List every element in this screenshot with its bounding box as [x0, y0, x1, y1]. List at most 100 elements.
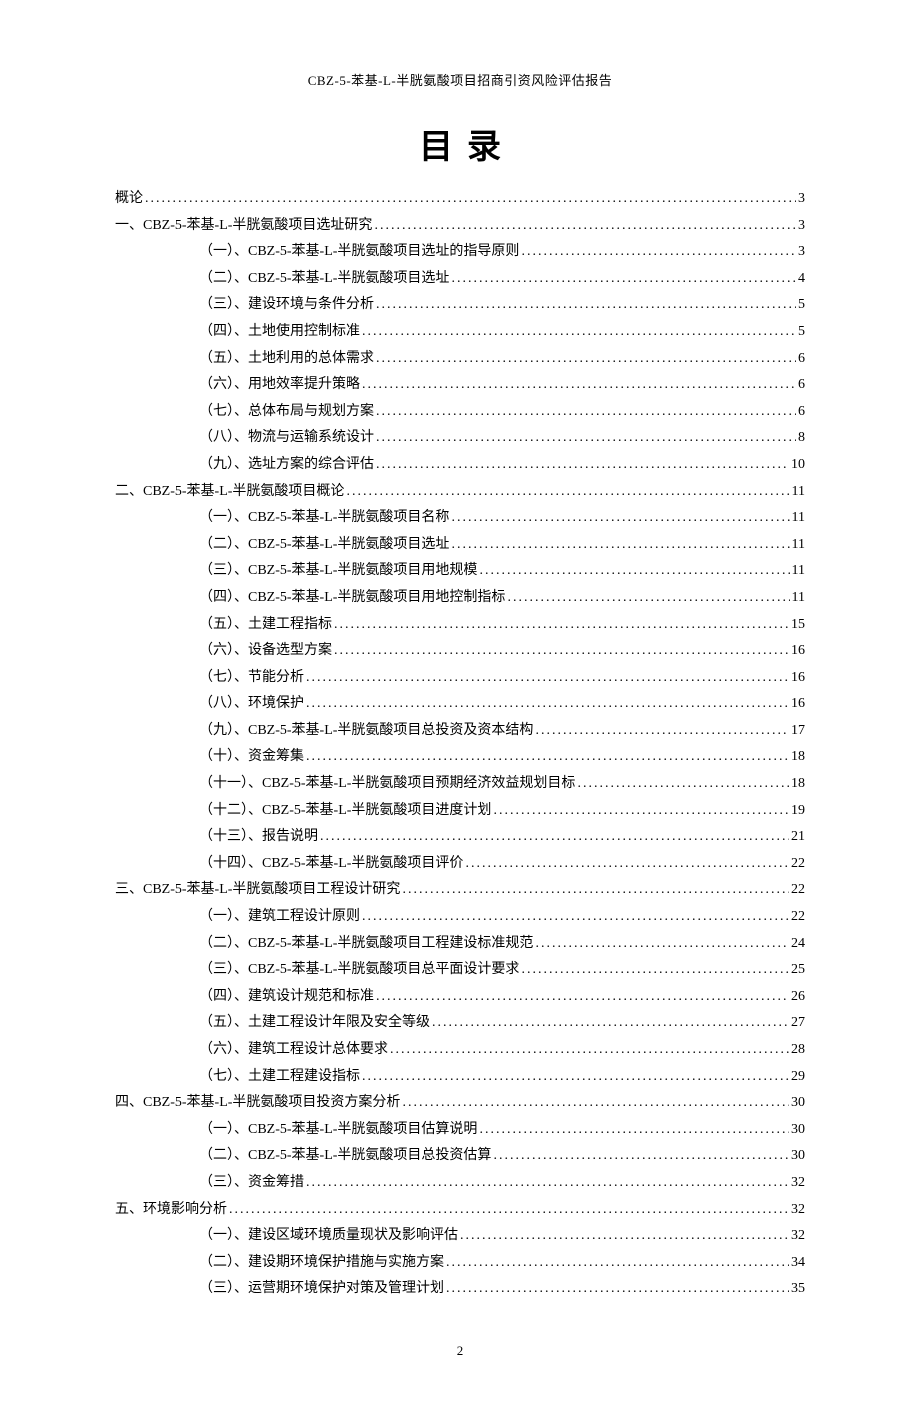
toc-title: 目录: [115, 119, 805, 168]
toc-row: （九）、选址方案的综合评估10: [115, 452, 805, 479]
toc-row: （十二）、CBZ-5-苯基-L-半胱氨酸项目进度计划19: [115, 798, 805, 825]
toc-leader-dots: [432, 1010, 789, 1037]
toc-entry-page: 26: [791, 984, 805, 1011]
toc-entry-page: 22: [791, 877, 805, 904]
toc-leader-dots: [479, 1117, 789, 1144]
toc-entry-label: 二、CBZ-5-苯基-L-半胱氨酸项目概论: [115, 479, 344, 506]
toc-entry-label: （四）、CBZ-5-苯基-L-半胱氨酸项目用地控制指标: [199, 585, 505, 612]
toc-entry-label: （五）、土地利用的总体需求: [199, 346, 374, 373]
toc-leader-dots: [376, 292, 796, 319]
toc-entry-page: 11: [792, 532, 805, 559]
toc-row: （一）、CBZ-5-苯基-L-半胱氨酸项目名称11: [115, 505, 805, 532]
toc-entry-page: 6: [798, 346, 805, 373]
toc-entry-label: （六）、设备选型方案: [199, 638, 332, 665]
toc-row: （十）、资金筹集18: [115, 744, 805, 771]
toc-entry-label: 五、环境影响分析: [115, 1197, 227, 1224]
toc-leader-dots: [451, 505, 789, 532]
toc-entry-page: 18: [791, 771, 805, 798]
toc-entry-label: （九）、选址方案的综合评估: [199, 452, 374, 479]
toc-leader-dots: [402, 1090, 789, 1117]
toc-entry-page: 34: [791, 1250, 805, 1277]
toc-entry-page: 6: [798, 399, 805, 426]
toc-entry-page: 11: [792, 505, 805, 532]
toc-entry-page: 17: [791, 718, 805, 745]
toc-entry-page: 27: [791, 1010, 805, 1037]
toc-row: （五）、土建工程指标15: [115, 612, 805, 639]
toc-row: 概论 3: [115, 186, 805, 213]
toc-entry-label: （十）、资金筹集: [199, 744, 304, 771]
toc-leader-dots: [334, 638, 789, 665]
toc-row: （二）、CBZ-5-苯基-L-半胱氨酸项目选址4: [115, 266, 805, 293]
toc-leader-dots: [376, 452, 789, 479]
toc-leader-dots: [460, 1223, 789, 1250]
toc-leader-dots: [376, 425, 796, 452]
toc-entry-label: （六）、用地效率提升策略: [199, 372, 360, 399]
toc-leader-dots: [362, 904, 789, 931]
toc-row: （九）、CBZ-5-苯基-L-半胱氨酸项目总投资及资本结构 17: [115, 718, 805, 745]
toc-leader-dots: [362, 372, 796, 399]
toc-row: （一）、建筑工程设计原则 22: [115, 904, 805, 931]
toc-entry-label: 概论: [115, 186, 143, 213]
toc-leader-dots: [306, 1170, 789, 1197]
toc-row: （五）、土建工程设计年限及安全等级27: [115, 1010, 805, 1037]
toc-row: 二、CBZ-5-苯基-L-半胱氨酸项目概论 11: [115, 479, 805, 506]
toc-row: （一）、CBZ-5-苯基-L-半胱氨酸项目估算说明30: [115, 1117, 805, 1144]
toc-row: （二）、CBZ-5-苯基-L-半胱氨酸项目工程建设标准规范24: [115, 931, 805, 958]
toc-leader-dots: [306, 691, 789, 718]
toc-leader-dots: [145, 186, 796, 213]
toc-entry-page: 32: [791, 1223, 805, 1250]
toc-leader-dots: [446, 1276, 789, 1303]
toc-leader-dots: [376, 399, 796, 426]
toc-entry-page: 24: [791, 931, 805, 958]
toc-leader-dots: [577, 771, 789, 798]
toc-entry-label: （一）、建筑工程设计原则: [199, 904, 360, 931]
toc-leader-dots: [535, 718, 789, 745]
toc-row: 四、CBZ-5-苯基-L-半胱氨酸项目投资方案分析30: [115, 1090, 805, 1117]
toc-entry-page: 35: [791, 1276, 805, 1303]
toc-leader-dots: [402, 877, 789, 904]
toc-leader-dots: [346, 479, 789, 506]
toc-leader-dots: [362, 319, 796, 346]
toc-row: （七）、总体布局与规划方案6: [115, 399, 805, 426]
toc-row: （三）、资金筹措32: [115, 1170, 805, 1197]
toc-leader-dots: [334, 612, 789, 639]
toc-entry-label: （二）、CBZ-5-苯基-L-半胱氨酸项目总投资估算: [199, 1143, 491, 1170]
toc-entry-page: 21: [791, 824, 805, 851]
toc-leader-dots: [465, 851, 789, 878]
toc-row: 一、CBZ-5-苯基-L-半胱氨酸项目选址研究3: [115, 213, 805, 240]
toc-entry-label: （七）、土建工程建设指标: [199, 1064, 360, 1091]
toc-row: （一）、建设区域环境质量现状及影响评估32: [115, 1223, 805, 1250]
toc-leader-dots: [451, 266, 796, 293]
toc-entry-page: 15: [791, 612, 805, 639]
toc-row: （六）、用地效率提升策略6: [115, 372, 805, 399]
toc-entry-page: 11: [792, 585, 805, 612]
toc-leader-dots: [521, 239, 796, 266]
toc-row: （八）、物流与运输系统设计8: [115, 425, 805, 452]
toc-entry-page: 3: [798, 239, 805, 266]
toc-entry-page: 11: [792, 479, 805, 506]
page-number: 2: [115, 1343, 805, 1359]
toc-entry-label: （十三）、报告说明: [199, 824, 318, 851]
toc-entry-page: 4: [798, 266, 805, 293]
toc-leader-dots: [479, 558, 789, 585]
toc-entry-page: 5: [798, 292, 805, 319]
toc-entry-label: （六）、建筑工程设计总体要求: [199, 1037, 388, 1064]
toc-entry-page: 22: [791, 904, 805, 931]
toc-leader-dots: [376, 984, 789, 1011]
toc-leader-dots: [535, 931, 789, 958]
toc-entry-label: （九）、CBZ-5-苯基-L-半胱氨酸项目总投资及资本结构: [199, 718, 533, 745]
toc-entry-label: （二）、建设期环境保护措施与实施方案: [199, 1250, 444, 1277]
toc-entry-page: 29: [791, 1064, 805, 1091]
toc-entry-label: （三）、资金筹措: [199, 1170, 304, 1197]
toc-entry-label: （三）、CBZ-5-苯基-L-半胱氨酸项目总平面设计要求: [199, 957, 519, 984]
toc-row: （五）、土地利用的总体需求 6: [115, 346, 805, 373]
toc-entry-label: （一）、CBZ-5-苯基-L-半胱氨酸项目选址的指导原则: [199, 239, 519, 266]
toc-entry-page: 30: [791, 1143, 805, 1170]
toc-entry-label: （三）、建设环境与条件分析: [199, 292, 374, 319]
toc-entry-page: 19: [791, 798, 805, 825]
toc-row: （一）、CBZ-5-苯基-L-半胱氨酸项目选址的指导原则 3: [115, 239, 805, 266]
toc-leader-dots: [507, 585, 789, 612]
toc-leader-dots: [390, 1037, 789, 1064]
toc-entry-page: 16: [791, 638, 805, 665]
toc-entry-page: 3: [798, 186, 805, 213]
